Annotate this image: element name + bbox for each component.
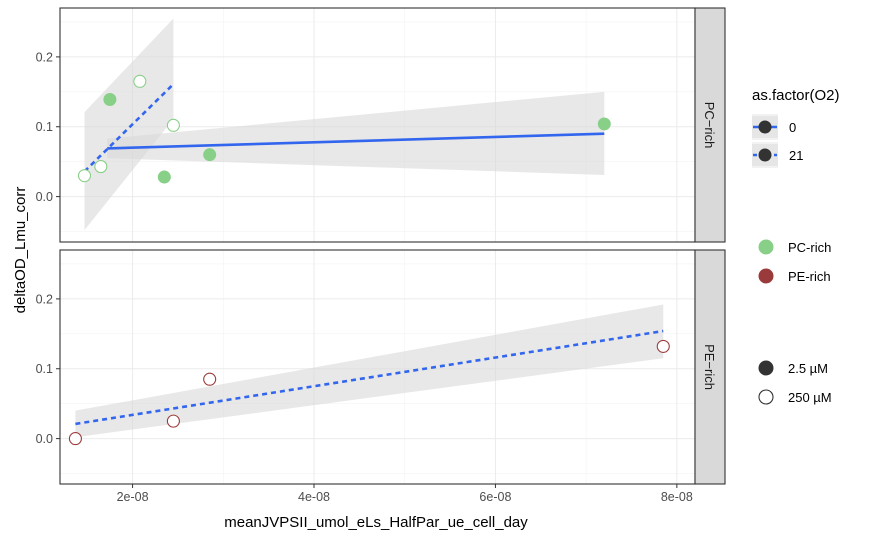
y-tick-label: 0.1 [36, 362, 53, 376]
panel-1: PC−rich 0.0 0.1 0.2 [36, 7, 726, 243]
legend-label-o2: 0 [789, 120, 796, 135]
legend-key-o2-21 [752, 142, 778, 168]
legend-key-point [758, 148, 772, 162]
confidence-band [75, 304, 664, 438]
y-tick-label: 0.2 [36, 50, 53, 64]
data-point [94, 160, 108, 174]
legend-key-conc [758, 389, 774, 405]
x-tick-label: 6e-08 [479, 490, 511, 504]
fit-line-o2-21 [75, 329, 664, 426]
data-point [77, 169, 92, 183]
data-point [656, 339, 670, 353]
x-tick-label: 2e-08 [117, 490, 149, 504]
x-tick-label: 4e-08 [298, 490, 330, 504]
legend-label-o2: 21 [789, 148, 803, 163]
y-axis-label: deltaOD_Lmu_corr [12, 187, 29, 314]
legend-label-type: PC-rich [788, 240, 831, 255]
confidence-band [84, 18, 174, 231]
y-tick-label: 0.1 [36, 120, 53, 134]
x-tick-label: 8e-08 [661, 490, 693, 504]
data-point [166, 414, 180, 428]
legend-key-type [758, 239, 774, 255]
data-point [203, 148, 217, 162]
legend-label-conc: 250 µM [788, 390, 832, 405]
legend-title-o2: as.factor(O2) [752, 87, 840, 104]
data-point [68, 432, 82, 446]
facet-strip-label: PC−rich [702, 102, 717, 149]
legend-key-conc [758, 360, 774, 376]
legend: as.factor(O2) 0 21 PC-rich PE-rich 2.5 µM 250 … [752, 87, 840, 405]
data-point [133, 74, 147, 88]
y-tick-label: 0.0 [36, 190, 53, 204]
legend-key-o2-0 [752, 114, 778, 140]
legend-key-type [758, 268, 774, 284]
facet-strip [694, 249, 726, 485]
data-point [203, 372, 217, 386]
data-point [103, 93, 117, 107]
y-tick-label: 0.0 [36, 432, 53, 446]
confidence-band [107, 91, 605, 175]
panel-2: PE−rich 0.0 0.1 0.2 2e-08 4e-08 6e-08 8e-08 [36, 249, 726, 504]
x-axis-label: meanJVPSII_umol_eLs_HalfPar_ue_cell_day [224, 514, 528, 531]
data-point [597, 117, 611, 131]
y-tick-label: 0.2 [36, 292, 53, 306]
facet-strip [694, 7, 726, 243]
legend-label-conc: 2.5 µM [788, 361, 828, 376]
fit-line-o2-0 [107, 132, 605, 150]
data-point [157, 170, 171, 184]
fit-line-o2-21 [83, 83, 175, 173]
legend-label-type: PE-rich [788, 269, 831, 284]
panels: PC−rich 0.0 0.1 0.2 PE−rich 0.0 0.1 0.2 2e-08 4e-… [36, 7, 726, 504]
facet-strip-label: PE−rich [702, 344, 717, 390]
data-point [166, 118, 180, 132]
legend-key-point [758, 120, 772, 134]
